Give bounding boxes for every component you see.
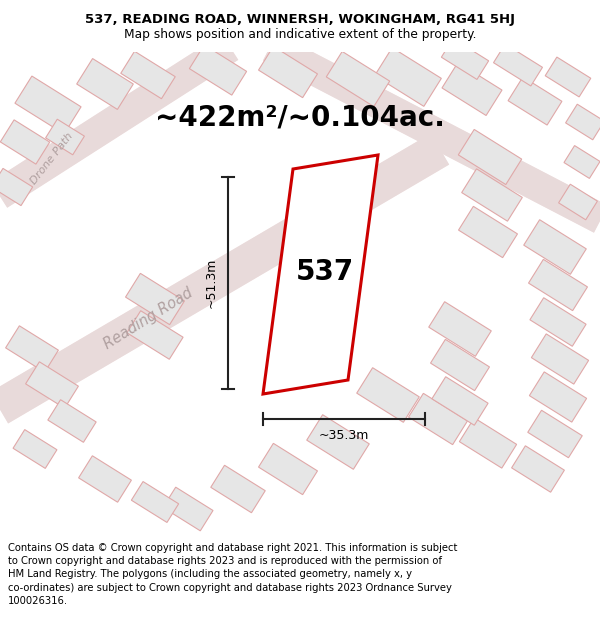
Polygon shape	[307, 415, 369, 469]
Polygon shape	[432, 377, 488, 425]
Polygon shape	[259, 46, 317, 98]
Polygon shape	[409, 393, 467, 444]
Text: ~422m²/~0.104ac.: ~422m²/~0.104ac.	[155, 103, 445, 131]
Text: ~51.3m: ~51.3m	[205, 258, 218, 308]
Polygon shape	[15, 76, 81, 134]
Polygon shape	[1, 120, 50, 164]
Polygon shape	[529, 372, 587, 422]
Polygon shape	[532, 334, 589, 384]
Text: ~35.3m: ~35.3m	[319, 429, 369, 442]
Polygon shape	[512, 446, 565, 493]
Polygon shape	[26, 362, 79, 408]
Text: Reading Road: Reading Road	[101, 286, 195, 352]
Polygon shape	[263, 155, 378, 394]
Polygon shape	[163, 487, 213, 531]
Polygon shape	[508, 77, 562, 125]
Polygon shape	[374, 48, 442, 106]
Polygon shape	[429, 302, 491, 356]
Polygon shape	[13, 429, 57, 468]
Text: Map shows position and indicative extent of the property.: Map shows position and indicative extent…	[124, 28, 476, 41]
Text: 537, READING ROAD, WINNERSH, WOKINGHAM, RG41 5HJ: 537, READING ROAD, WINNERSH, WOKINGHAM, …	[85, 13, 515, 26]
Polygon shape	[528, 410, 582, 458]
Polygon shape	[326, 51, 389, 106]
Polygon shape	[529, 259, 587, 311]
Polygon shape	[127, 311, 183, 359]
Polygon shape	[559, 184, 598, 220]
Polygon shape	[442, 39, 488, 79]
Polygon shape	[461, 169, 523, 221]
Polygon shape	[121, 51, 175, 99]
Polygon shape	[77, 59, 133, 109]
Polygon shape	[46, 119, 85, 155]
Polygon shape	[431, 339, 490, 391]
Polygon shape	[190, 45, 247, 95]
Polygon shape	[131, 481, 179, 522]
Polygon shape	[564, 146, 600, 178]
Polygon shape	[5, 326, 58, 372]
Polygon shape	[494, 44, 542, 86]
Polygon shape	[211, 465, 265, 512]
Polygon shape	[458, 206, 517, 258]
Polygon shape	[524, 220, 586, 274]
Polygon shape	[442, 62, 502, 116]
Text: Contains OS data © Crown copyright and database right 2021. This information is : Contains OS data © Crown copyright and d…	[8, 543, 457, 606]
Polygon shape	[259, 443, 317, 494]
Text: Drone Path: Drone Path	[29, 131, 75, 187]
Polygon shape	[79, 456, 131, 503]
Polygon shape	[0, 168, 32, 206]
Text: 537: 537	[296, 258, 354, 286]
Polygon shape	[125, 273, 184, 324]
Polygon shape	[460, 418, 517, 468]
Polygon shape	[48, 400, 96, 442]
Polygon shape	[566, 104, 600, 140]
Polygon shape	[357, 368, 419, 423]
Polygon shape	[458, 129, 521, 184]
Polygon shape	[530, 298, 586, 346]
Polygon shape	[545, 57, 591, 97]
